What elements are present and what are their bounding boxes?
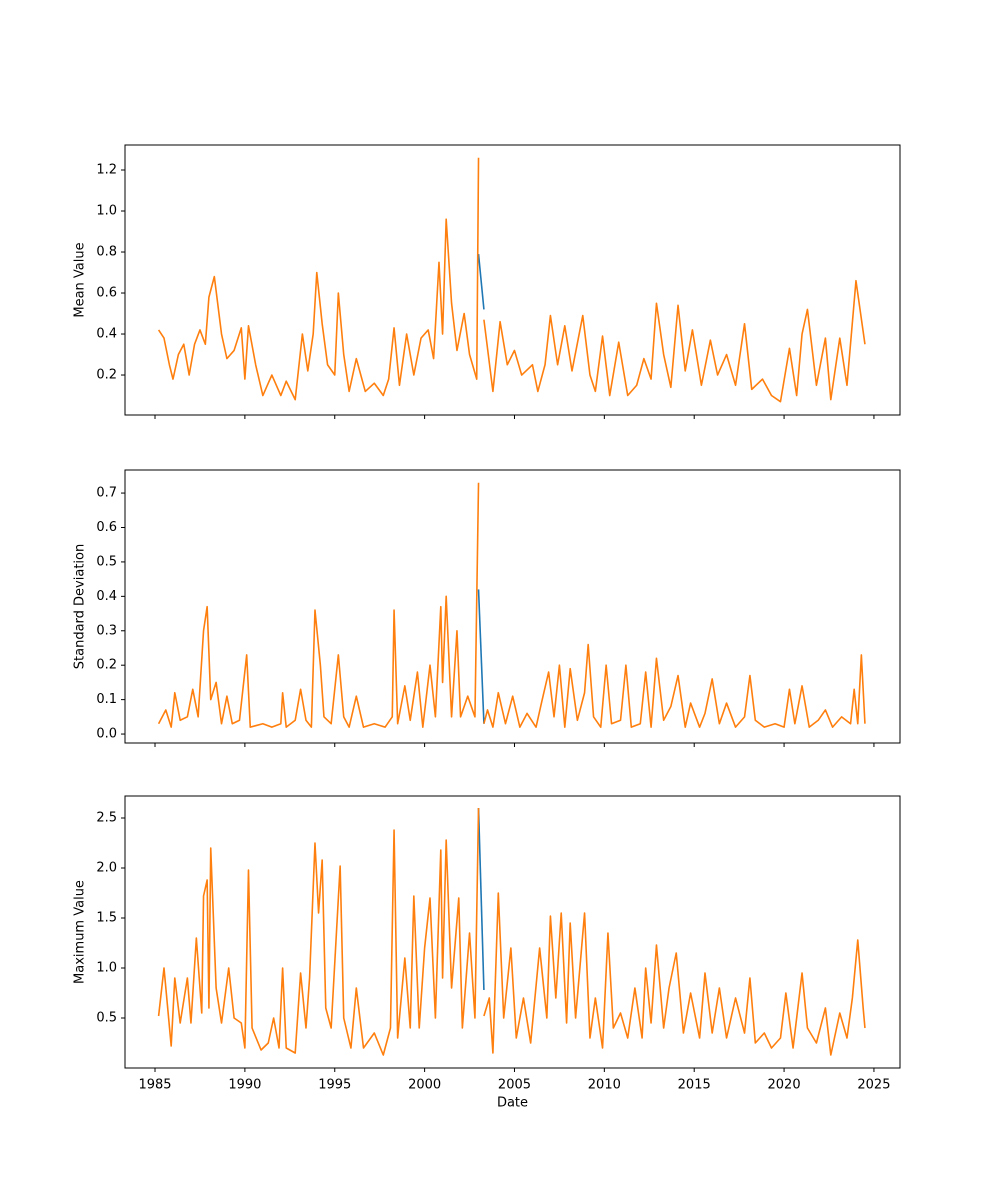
y-tick-label: 2.5 bbox=[96, 811, 117, 826]
y-tick-label: 0.0 bbox=[96, 727, 117, 742]
data-line bbox=[157, 807, 866, 1056]
x-tick-label: 1985 bbox=[138, 1078, 171, 1093]
y-tick-label: 0.8 bbox=[96, 245, 117, 260]
data-line bbox=[477, 589, 485, 724]
x-tick-label: 2010 bbox=[588, 1078, 621, 1093]
y-tick-label: 0.7 bbox=[96, 486, 117, 501]
y-tick-label: 0.4 bbox=[96, 327, 117, 342]
data-line bbox=[157, 157, 866, 403]
y-tick-label: 0.2 bbox=[96, 368, 117, 383]
y-tick-label: 1.5 bbox=[96, 911, 117, 926]
y-tick-label: 0.2 bbox=[96, 658, 117, 673]
y-axis-label: Maximum Value bbox=[73, 880, 88, 984]
y-tick-label: 1.0 bbox=[96, 961, 117, 976]
data-line bbox=[477, 807, 485, 991]
x-tick-label: 1990 bbox=[228, 1078, 261, 1093]
x-tick-label: 2000 bbox=[408, 1078, 441, 1093]
y-axis-label: Standard Deviation bbox=[73, 544, 88, 669]
y-tick-label: 0.1 bbox=[96, 692, 117, 707]
axes-frame bbox=[124, 795, 901, 1069]
y-tick-label: 0.5 bbox=[96, 1011, 117, 1026]
y-tick-label: 0.4 bbox=[96, 589, 117, 604]
x-tick-label: 2015 bbox=[678, 1078, 711, 1093]
x-axis-label: Date bbox=[497, 1096, 528, 1111]
data-line bbox=[157, 482, 866, 728]
y-tick-label: 1.0 bbox=[96, 204, 117, 219]
y-tick-label: 0.5 bbox=[96, 554, 117, 569]
axes-frame bbox=[124, 469, 901, 744]
x-tick-label: 2025 bbox=[857, 1078, 890, 1093]
data-line bbox=[477, 253, 485, 310]
y-tick-label: 0.6 bbox=[96, 520, 117, 535]
y-tick-label: 1.2 bbox=[96, 163, 117, 178]
y-tick-label: 0.3 bbox=[96, 623, 117, 638]
y-axis-label: Mean Value bbox=[73, 242, 88, 317]
x-tick-label: 2005 bbox=[498, 1078, 531, 1093]
x-tick-label: 2020 bbox=[768, 1078, 801, 1093]
x-tick-label: 1995 bbox=[318, 1078, 351, 1093]
y-tick-label: 2.0 bbox=[96, 861, 117, 876]
axes-frame bbox=[124, 144, 901, 416]
y-tick-label: 0.6 bbox=[96, 286, 117, 301]
